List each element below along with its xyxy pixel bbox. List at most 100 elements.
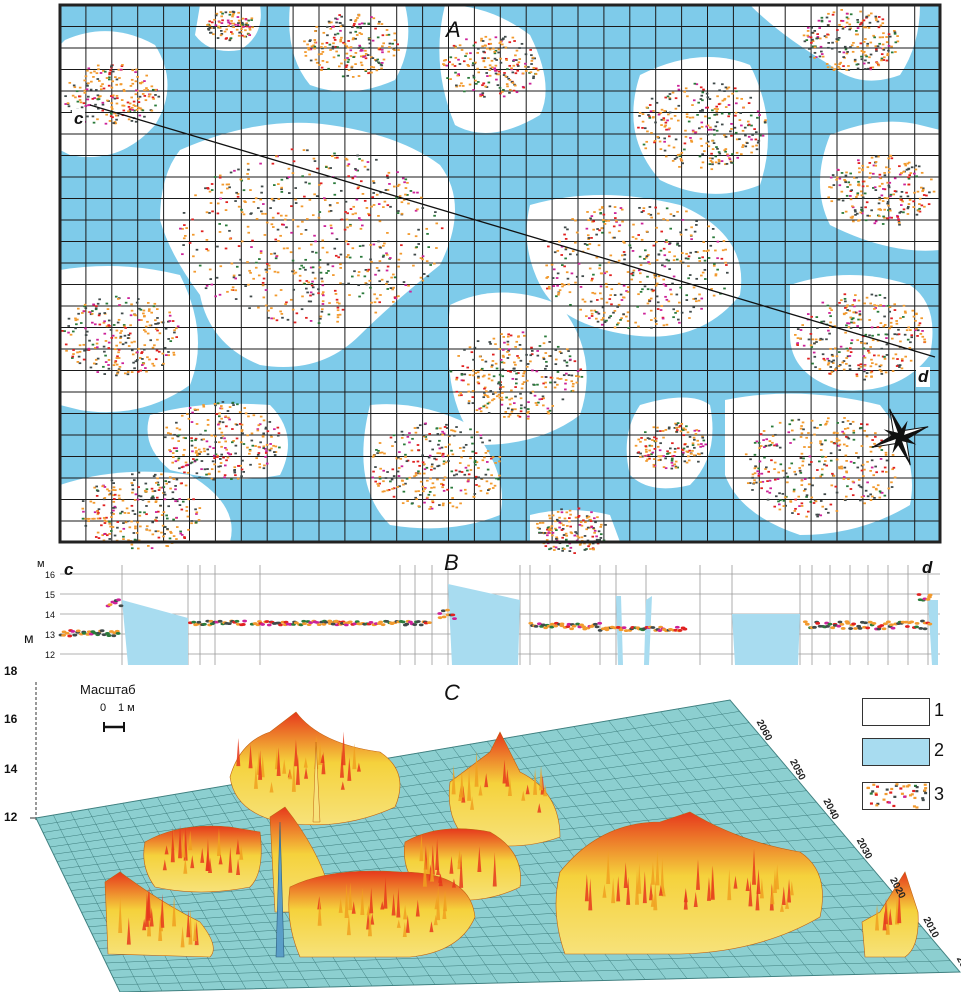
- find-marker: [691, 104, 694, 106]
- find-marker: [323, 225, 327, 227]
- find-marker: [220, 431, 224, 434]
- find-marker: [549, 376, 553, 379]
- find-marker: [128, 110, 132, 113]
- find-marker: [490, 474, 493, 477]
- find-marker: [346, 74, 350, 77]
- find-marker: [840, 467, 844, 470]
- find-marker: [110, 112, 113, 115]
- find-marker: [918, 322, 922, 325]
- find-marker: [71, 357, 74, 359]
- find-marker: [625, 315, 628, 318]
- find-marker: [256, 429, 260, 432]
- find-marker: [487, 412, 491, 414]
- find-marker: [78, 362, 82, 365]
- find-marker: [871, 339, 875, 342]
- find-marker: [84, 307, 88, 310]
- find-marker: [685, 425, 688, 428]
- find-marker: [108, 520, 111, 523]
- find-marker: [246, 261, 249, 263]
- find-marker: [220, 407, 224, 410]
- find-marker: [680, 159, 684, 162]
- section-point-c: c: [72, 109, 86, 129]
- find-marker: [136, 521, 139, 524]
- find-marker: [876, 484, 880, 487]
- find-marker: [573, 360, 577, 363]
- find-marker: [315, 195, 319, 198]
- find-marker: [126, 371, 130, 373]
- find-marker: [653, 276, 657, 279]
- find-marker: [907, 326, 911, 329]
- find-marker: [566, 277, 570, 280]
- find-marker: [228, 238, 232, 240]
- find-marker: [139, 495, 143, 498]
- find-marker: [472, 74, 476, 77]
- find-marker: [151, 490, 155, 493]
- find-marker: [674, 138, 678, 141]
- find-marker: [508, 348, 511, 351]
- find-marker: [336, 156, 339, 159]
- find-marker: [87, 95, 90, 98]
- find-marker: [103, 522, 107, 524]
- find-marker: [519, 410, 523, 413]
- find-marker: [683, 90, 687, 93]
- find-marker: [702, 439, 706, 442]
- find-marker: [150, 85, 154, 88]
- find-marker: [118, 77, 121, 79]
- find-marker: [424, 436, 428, 438]
- find-marker: [888, 208, 892, 210]
- find-marker: [516, 414, 520, 417]
- find-marker: [220, 32, 224, 35]
- find-marker: [422, 273, 426, 275]
- find-marker: [842, 26, 846, 28]
- find-marker: [319, 317, 322, 320]
- find-marker: [144, 482, 148, 485]
- find-marker: [590, 526, 594, 529]
- find-marker: [692, 298, 695, 300]
- find-marker: [738, 138, 741, 141]
- find-marker: [234, 23, 237, 26]
- find-marker: [482, 405, 486, 408]
- find-marker: [433, 494, 436, 497]
- find-marker: [516, 355, 519, 357]
- find-marker: [784, 496, 787, 499]
- find-marker: [889, 193, 893, 196]
- find-marker: [714, 161, 718, 164]
- find-marker: [854, 33, 858, 36]
- find-marker: [361, 224, 364, 227]
- find-marker: [194, 521, 198, 524]
- find-marker: [628, 244, 632, 247]
- find-marker: [418, 424, 422, 427]
- find-marker: [495, 477, 498, 480]
- find-marker: [284, 303, 287, 306]
- find-marker: [843, 293, 847, 296]
- find-marker: [869, 346, 872, 348]
- find-marker: [89, 366, 93, 369]
- find-marker: [398, 485, 401, 488]
- find-marker: [508, 64, 512, 67]
- find-marker: [640, 437, 643, 439]
- find-marker: [332, 25, 336, 28]
- find-marker: [350, 66, 354, 69]
- find-marker: [808, 477, 812, 479]
- find-marker: [362, 55, 365, 58]
- find-marker: [355, 34, 359, 36]
- find-marker: [726, 153, 729, 156]
- find-marker: [893, 190, 897, 193]
- find-marker: [693, 429, 697, 432]
- find-marker: [891, 357, 895, 360]
- find-marker: [196, 408, 200, 411]
- find-marker: [466, 366, 470, 369]
- find-marker: [877, 354, 880, 357]
- profile-find: [445, 608, 450, 612]
- find-marker: [698, 453, 701, 456]
- find-marker: [218, 26, 222, 29]
- find-marker: [229, 171, 233, 174]
- find-marker: [385, 252, 388, 255]
- find-marker: [325, 251, 329, 254]
- profile-find: [114, 629, 120, 633]
- find-marker: [902, 316, 905, 318]
- find-marker: [153, 490, 157, 492]
- find-marker: [309, 48, 313, 51]
- find-marker: [617, 230, 621, 233]
- find-marker: [232, 12, 236, 15]
